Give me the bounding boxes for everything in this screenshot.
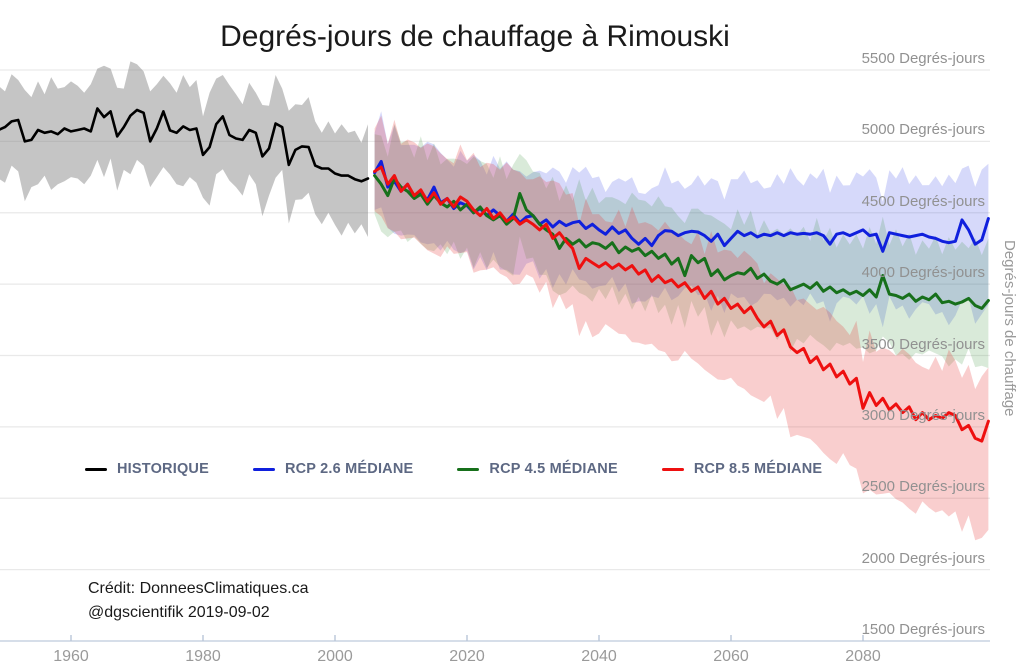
legend-label: RCP 2.6 MÉDIANE [284, 461, 414, 477]
y-tick-label: 5500 Degrés-jours [861, 50, 985, 67]
x-tick-label: 2080 [845, 648, 881, 665]
legend-label: RCP 8.5 MÉDIANE [693, 461, 823, 477]
page-title: Degrés-jours de chauffage à Rimouski [220, 20, 730, 53]
x-tick-label: 2040 [581, 648, 617, 665]
legend-label: RCP 4.5 MÉDIANE [489, 461, 618, 477]
legend-dash-icon [85, 467, 107, 471]
y-tick-label: 3500 Degrés-jours [861, 335, 985, 353]
x-tick-label: 2020 [449, 648, 485, 665]
y-axis-title: Degrés-jours de chauffage [1001, 240, 1018, 417]
legend-item-rcp-2-6-m-diane[interactable]: RCP 2.6 MÉDIANE [252, 461, 414, 477]
legend-dash-icon [661, 467, 684, 471]
credit: Crédit: DonneesClimatiques.ca @dgscienti… [88, 577, 309, 625]
legend-item-rcp-8-5-m-diane[interactable]: RCP 8.5 MÉDIANE [661, 461, 823, 477]
y-tick-label: 2500 Degrés-jours [861, 478, 985, 496]
y-tick-label: 4500 Degrés-jours [861, 192, 985, 210]
x-tick-label: 1960 [53, 648, 89, 665]
x-tick-label: 2000 [317, 648, 353, 665]
credit-line-1: Crédit: DonneesClimatiques.ca [88, 580, 309, 597]
y-tick-label: 5000 Degrés-jours [861, 121, 985, 139]
x-tick-label: 2060 [713, 648, 749, 665]
legend-item-historique[interactable]: HISTORIQUE [85, 461, 209, 477]
legend-dash-icon [252, 467, 275, 471]
y-tick-label: 1500 Degrés-jours [861, 621, 985, 638]
legend-dash-icon [457, 467, 480, 471]
legend: HISTORIQUE RCP 2.6 MÉDIANE RCP 4.5 MÉDIANE… [85, 458, 822, 480]
legend-label: HISTORIQUE [117, 461, 209, 477]
legend-item-rcp-4-5-m-diane[interactable]: RCP 4.5 MÉDIANE [457, 461, 618, 477]
y-tick-label: 3000 Degrés-jours [861, 406, 985, 424]
credit-line-2: @dgscientifik 2019-09-02 [88, 604, 270, 621]
y-tick-label: 2000 Degrés-jours [861, 549, 985, 567]
x-tick-label: 1980 [185, 648, 221, 665]
y-tick-label: 4000 Degrés-jours [861, 264, 985, 282]
